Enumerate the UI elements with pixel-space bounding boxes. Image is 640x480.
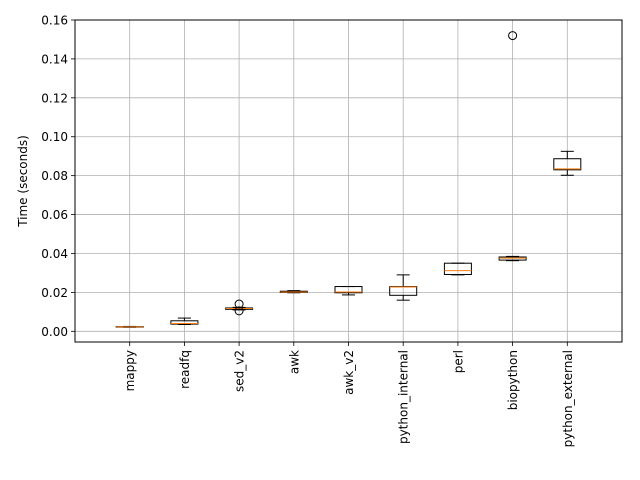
box-biopython bbox=[498, 31, 527, 262]
x-tick-label: readfq bbox=[178, 350, 192, 389]
box-sed_v2 bbox=[225, 299, 254, 316]
x-tick-label: perl bbox=[451, 350, 465, 373]
y-tick-label: 0.06 bbox=[41, 208, 68, 222]
box-readfq bbox=[170, 317, 199, 325]
boxes bbox=[115, 31, 582, 328]
y-tick-label: 0.16 bbox=[41, 14, 68, 28]
y-tick-label: 0.14 bbox=[41, 52, 68, 66]
box-mappy bbox=[115, 325, 144, 328]
y-tick-label: 0.02 bbox=[41, 286, 68, 300]
iqr-box bbox=[553, 158, 582, 171]
x-tick-label: sed_v2 bbox=[233, 350, 247, 392]
iqr-box bbox=[334, 286, 363, 294]
y-tick-label: 0.08 bbox=[41, 169, 68, 183]
y-axis-label: Time (seconds) bbox=[16, 135, 30, 228]
x-tick-label: awk bbox=[287, 350, 301, 374]
y-tick-label: 0.12 bbox=[41, 91, 68, 105]
box-python_internal bbox=[389, 274, 418, 301]
x-axis-ticks: mappy readfq sed_v2 awk awk_v2 python_interna… bbox=[123, 342, 575, 447]
y-tick-label: 0.10 bbox=[41, 130, 68, 144]
x-tick-label: python_internal bbox=[397, 350, 411, 444]
y-tick-label: 0.04 bbox=[41, 247, 68, 261]
y-axis-ticks: 0.00 0.02 0.04 0.06 0.08 0.10 0.12 0.14 0.16 bbox=[41, 14, 75, 339]
grid-lines bbox=[75, 19, 622, 342]
x-tick-label: python_external bbox=[561, 350, 575, 447]
outlier-point bbox=[234, 306, 244, 316]
y-tick-label: 0.00 bbox=[41, 325, 68, 339]
outlier-point bbox=[234, 299, 244, 309]
x-tick-label: awk_v2 bbox=[342, 350, 356, 395]
box-python_external bbox=[553, 150, 582, 176]
x-tick-label: biopython bbox=[506, 350, 520, 410]
box-perl bbox=[443, 262, 472, 276]
x-tick-label: mappy bbox=[123, 350, 137, 391]
box-awk bbox=[279, 290, 308, 294]
outlier-point bbox=[508, 31, 518, 41]
iqr-box bbox=[170, 320, 199, 325]
iqr-box bbox=[443, 262, 472, 275]
box-awk_v2 bbox=[334, 286, 363, 296]
